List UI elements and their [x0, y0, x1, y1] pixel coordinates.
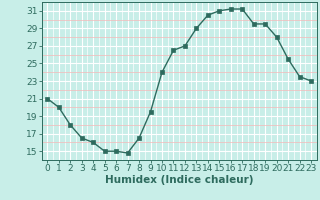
X-axis label: Humidex (Indice chaleur): Humidex (Indice chaleur) [105, 175, 253, 185]
